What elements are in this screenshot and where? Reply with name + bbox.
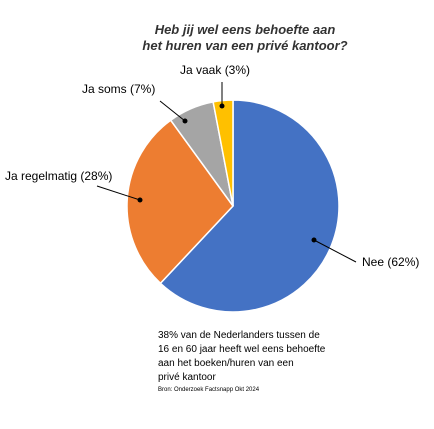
leader-dot xyxy=(219,103,225,109)
note: aan het boeken/huren van een xyxy=(158,358,294,369)
note: privé kantoor xyxy=(158,372,216,383)
chart-title: Heb jij wel eens behoefte aan xyxy=(155,22,336,37)
leader-line xyxy=(313,239,357,263)
leader-dot xyxy=(182,118,188,124)
slice-label: Nee (62%) xyxy=(362,255,419,269)
leader-dot xyxy=(137,197,143,203)
pie-slice xyxy=(126,119,234,285)
pie-slice xyxy=(159,99,340,313)
leader-dot xyxy=(311,237,317,243)
slice-label: Ja soms (7%) xyxy=(82,82,155,96)
slice-label: Ja vaak (3%) xyxy=(180,63,250,77)
chart-title: het huren van een privé kantoor? xyxy=(142,38,347,53)
pie-slice xyxy=(212,99,234,207)
source: Bron: Onderzoek Factsnapp Okt 2024 xyxy=(158,387,260,393)
note: 38% van de Nederlanders tussen de xyxy=(158,330,320,341)
leader-line xyxy=(96,185,141,201)
slice-label: Ja regelmatig (28%) xyxy=(5,169,112,183)
note: 16 en 60 jaar heeft wel eens behoefte xyxy=(158,344,326,355)
leader-line xyxy=(159,100,186,122)
